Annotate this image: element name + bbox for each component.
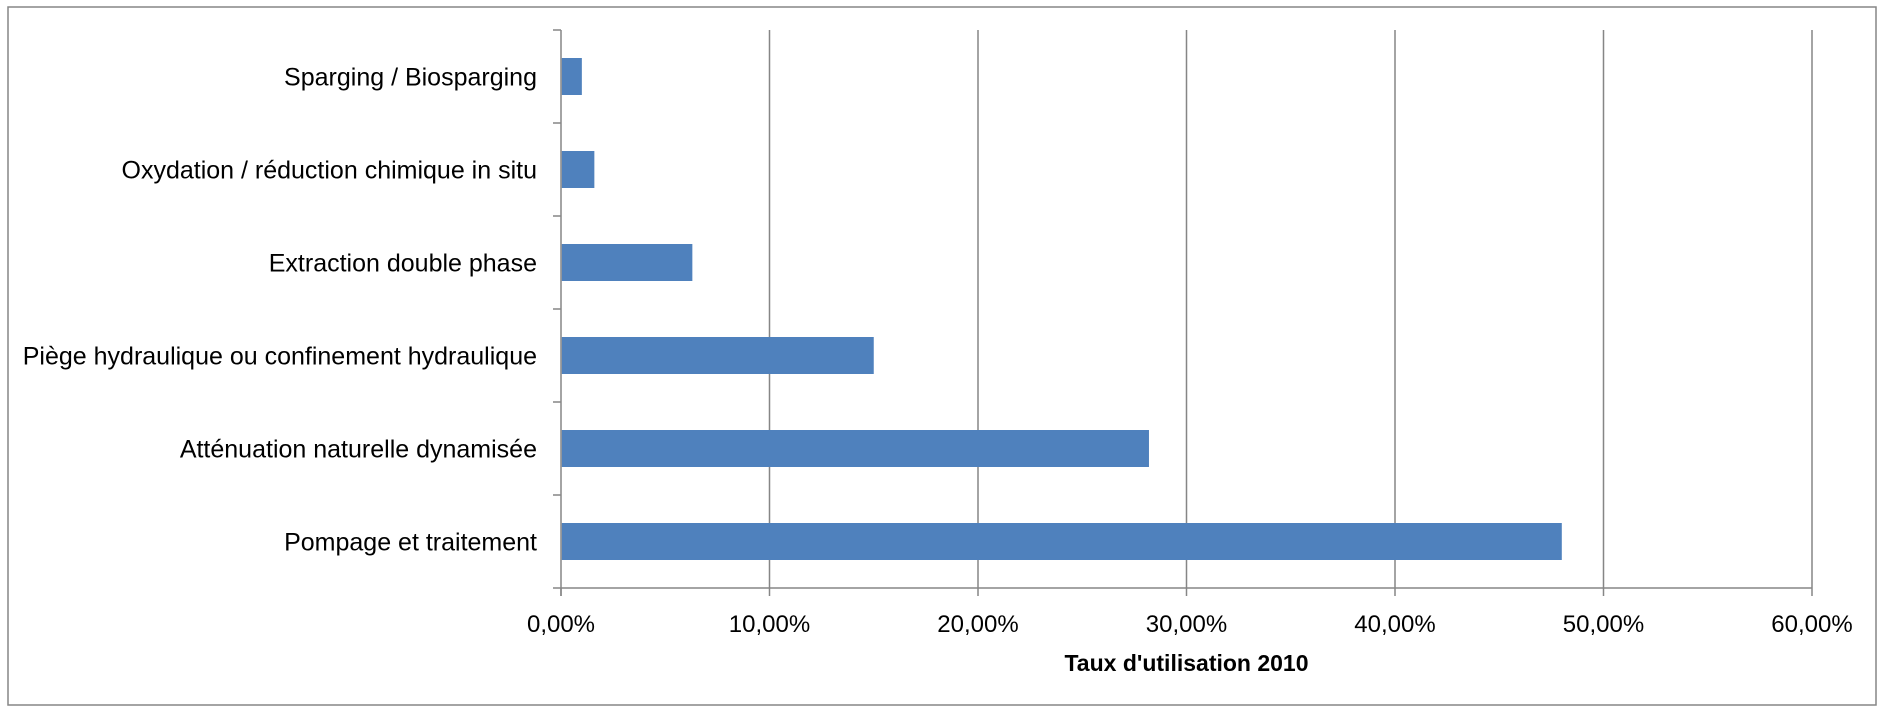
bar bbox=[561, 337, 874, 374]
bar bbox=[561, 244, 693, 281]
bar bbox=[561, 430, 1149, 467]
axes bbox=[553, 29, 1813, 596]
x-tick-label: 60,00% bbox=[1771, 611, 1852, 638]
category-label: Atténuation naturelle dynamisée bbox=[180, 436, 537, 464]
category-label: Pompage et traitement bbox=[284, 529, 537, 557]
x-tick-label: 50,00% bbox=[1563, 611, 1644, 638]
x-tick-label: 0,00% bbox=[527, 611, 595, 638]
category-label: Extraction double phase bbox=[269, 250, 537, 278]
x-tick-labels: 0,00% 10,00% 20,00% 30,00% 40,00% 50,00% 60,00… bbox=[527, 611, 1853, 638]
category-label: Oxydation / réduction chimique in situ bbox=[122, 157, 538, 185]
bars bbox=[561, 58, 1562, 560]
x-tick-label: 10,00% bbox=[729, 611, 810, 638]
category-label: Sparging / Biosparging bbox=[284, 64, 537, 92]
bar bbox=[561, 151, 595, 188]
x-axis-title: Taux d'utilisation 2010 bbox=[1064, 650, 1308, 676]
category-labels: Sparging / Biosparging Oxydation / réduct… bbox=[23, 64, 537, 557]
bar bbox=[561, 58, 582, 95]
gridlines bbox=[768, 30, 1813, 588]
x-tick-label: 20,00% bbox=[937, 611, 1018, 638]
category-label: Piège hydraulique ou confinement hydraul… bbox=[23, 343, 537, 371]
x-tick-label: 40,00% bbox=[1354, 611, 1435, 638]
x-tick-label: 30,00% bbox=[1146, 611, 1227, 638]
bar bbox=[561, 523, 1562, 560]
